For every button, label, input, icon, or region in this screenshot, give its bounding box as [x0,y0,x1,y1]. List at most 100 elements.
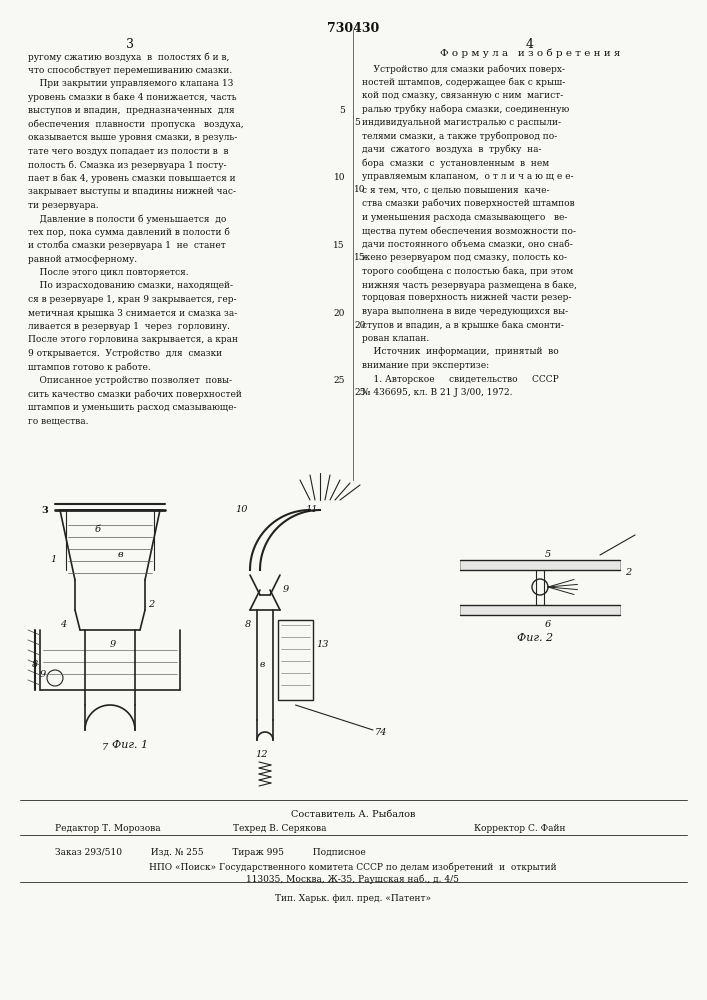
Text: 8: 8 [32,660,38,669]
Text: Составитель А. Рыбалов: Составитель А. Рыбалов [291,810,415,819]
Text: 9: 9 [110,640,116,649]
Bar [460,560,620,570]
Text: 7: 7 [102,743,108,752]
Text: что способствует перемешиванию смазки.: что способствует перемешиванию смазки. [28,66,233,75]
Text: 113035, Москва, Ж-35, Раушская наб., д. 4/5: 113035, Москва, Ж-35, Раушская наб., д. … [247,875,460,884]
Text: 10: 10 [235,505,247,514]
Text: закрывает выступы и впадины нижней час-: закрывает выступы и впадины нижней час- [28,187,236,196]
Text: оказывается выше уровня смазки, в резуль-: оказывается выше уровня смазки, в резуль… [28,133,238,142]
Text: и столба смазки резервуара 1  не  станет: и столба смазки резервуара 1 не станет [28,241,226,250]
Text: жено резервуаром под смазку, полость ко-: жено резервуаром под смазку, полость ко- [362,253,567,262]
Text: нижняя часть резервуара размещена в баке,: нижняя часть резервуара размещена в баке… [362,280,577,290]
Text: Тип. Харьк. фил. пред. «Патент»: Тип. Харьк. фил. пред. «Патент» [275,894,431,903]
Text: ругому сжатию воздуха  в  полостях б и в,: ругому сжатию воздуха в полостях б и в, [28,52,229,62]
Text: Техред В. Серякова: Техред В. Серякова [233,824,327,833]
Text: торого сообщена с полостью бака, при этом: торого сообщена с полостью бака, при это… [362,266,573,276]
Text: 3: 3 [41,506,48,515]
Text: 5: 5 [545,550,551,559]
Text: метичная крышка 3 снимается и смазка за-: метичная крышка 3 снимается и смазка за- [28,308,238,318]
Text: 11: 11 [305,505,317,514]
Text: 12: 12 [256,750,268,759]
Text: телями смазки, а также трубопровод по-: телями смазки, а также трубопровод по- [362,131,557,141]
Text: 15: 15 [354,253,366,262]
Bar [460,605,620,615]
Text: ся в резервуаре 1, кран 9 закрывается, гер-: ся в резервуаре 1, кран 9 закрывается, г… [28,295,237,304]
Text: б: б [95,525,101,534]
Text: 74: 74 [375,728,387,737]
Text: После этого цикл повторяется.: После этого цикл повторяется. [28,268,189,277]
Text: пает в бак 4, уровень смазки повышается и: пает в бак 4, уровень смазки повышается … [28,174,235,183]
Text: уровень смазки в баке 4 понижается, часть: уровень смазки в баке 4 понижается, част… [28,93,237,102]
Text: 9: 9 [283,585,289,594]
Text: 8: 8 [245,620,251,629]
Text: вуара выполнена в виде чередующихся вы-: вуара выполнена в виде чередующихся вы- [362,307,568,316]
Text: 9 открывается.  Устройство  для  смазки: 9 открывается. Устройство для смазки [28,349,222,358]
Text: НПО «Поиск» Государственного комитета СССР по делам изобретений  и  открытий: НПО «Поиск» Государственного комитета СС… [149,862,557,871]
Text: 10: 10 [354,186,366,194]
Text: Фиг. 2: Фиг. 2 [517,633,553,643]
Text: ти резервуара.: ти резервуара. [28,200,98,210]
Text: 20: 20 [354,320,366,330]
Text: индивидуальной магистралью с распыли-: индивидуальной магистралью с распыли- [362,118,561,127]
Text: щества путем обеспечения возможности по-: щества путем обеспечения возможности по- [362,226,576,235]
Text: в: в [260,660,265,669]
Text: управляемым клапаном,  о т л и ч а ю щ е е-: управляемым клапаном, о т л и ч а ю щ е … [362,172,573,181]
Text: 4: 4 [60,620,66,629]
Text: 5: 5 [354,118,360,127]
Text: обеспечения  плавности  пропуска   воздуха,: обеспечения плавности пропуска воздуха, [28,119,244,129]
Text: Источник  информации,  принятый  во: Источник информации, принятый во [362,348,559,357]
Text: Заказ 293/510          Изд. № 255          Тираж 995          Подписное: Заказ 293/510 Изд. № 255 Тираж 995 Подпи… [55,848,366,857]
Text: штампов и уменьшить расход смазывающе-: штампов и уменьшить расход смазывающе- [28,403,237,412]
Text: кой под смазку, связанную с ним  магист-: кой под смазку, связанную с ним магист- [362,91,563,100]
Text: 10: 10 [334,174,345,182]
Text: ства смазки рабочих поверхностей штампов: ства смазки рабочих поверхностей штампов [362,199,575,209]
Text: ностей штампов, содержащее бак с крыш-: ностей штампов, содержащее бак с крыш- [362,78,566,87]
Text: Ф о р м у л а   и з о б р е т е н и я: Ф о р м у л а и з о б р е т е н и я [440,48,620,57]
Text: 15: 15 [334,241,345,250]
Text: ступов и впадин, а в крышке бака смонти-: ступов и впадин, а в крышке бака смонти- [362,320,564,330]
Text: 25: 25 [334,376,345,385]
Text: с я тем, что, с целью повышения  каче-: с я тем, что, с целью повышения каче- [362,186,549,194]
Text: 2: 2 [148,600,154,609]
Text: 2: 2 [625,568,631,577]
Text: 9: 9 [40,670,46,679]
Text: Редактор Т. Морозова: Редактор Т. Морозова [55,824,160,833]
Text: При закрытии управляемого клапана 13: При закрытии управляемого клапана 13 [28,79,233,88]
Text: в: в [118,550,124,559]
Text: го вещества.: го вещества. [28,416,88,426]
Text: бора  смазки  с  установленным  в  нем: бора смазки с установленным в нем [362,158,549,168]
Text: 4: 4 [526,38,534,51]
Text: Устройство для смазки рабочих поверх-: Устройство для смазки рабочих поверх- [362,64,565,74]
Text: дачи постоянного объема смазки, оно снаб-: дачи постоянного объема смазки, оно снаб… [362,239,573,248]
Text: тате чего воздух попадает из полости в  в: тате чего воздух попадает из полости в в [28,146,228,155]
Text: внимание при экспертизе:: внимание при экспертизе: [362,361,489,370]
Text: и уменьшения расхода смазывающего   ве-: и уменьшения расхода смазывающего ве- [362,213,568,222]
Text: 13: 13 [316,640,329,649]
Text: тех пор, пока сумма давлений в полости б: тех пор, пока сумма давлений в полости б [28,228,230,237]
Text: 6: 6 [545,620,551,629]
Text: сить качество смазки рабочих поверхностей: сить качество смазки рабочих поверхносте… [28,389,242,399]
Text: 730430: 730430 [327,22,379,35]
Text: № 436695, кл. В 21 J 3/00, 1972.: № 436695, кл. В 21 J 3/00, 1972. [362,388,513,397]
Text: Описанное устройство позволяет  повы-: Описанное устройство позволяет повы- [28,376,232,385]
Text: По израсходованию смазки, находящей-: По израсходованию смазки, находящей- [28,282,233,290]
Text: 1. Авторское     свидетельство     СССР: 1. Авторское свидетельство СССР [362,374,559,383]
Text: дачи  сжатого  воздуха  в  трубку  на-: дачи сжатого воздуха в трубку на- [362,145,542,154]
Text: Давление в полости б уменьшается  до: Давление в полости б уменьшается до [28,214,226,224]
Text: равной атмосферному.: равной атмосферному. [28,254,137,263]
Text: 1: 1 [50,555,57,564]
Text: 20: 20 [334,308,345,318]
Text: рован клапан.: рован клапан. [362,334,429,343]
Text: 25: 25 [354,388,366,397]
Text: Корректор С. Файн: Корректор С. Файн [474,824,566,833]
Text: полость б. Смазка из резервуара 1 посту-: полость б. Смазка из резервуара 1 посту- [28,160,226,169]
Text: выступов и впадин,  предназначенных  для: выступов и впадин, предназначенных для [28,106,235,115]
Text: Фиг. 1: Фиг. 1 [112,740,148,750]
Text: После этого горловина закрывается, а кран: После этого горловина закрывается, а кра… [28,336,238,344]
Text: торцовая поверхность нижней части резер-: торцовая поверхность нижней части резер- [362,294,571,302]
Text: 3: 3 [126,38,134,51]
Bar [278,620,313,700]
Text: ралью трубку набора смазки, соединенную: ралью трубку набора смазки, соединенную [362,104,569,114]
Text: ливается в резервуар 1  через  горловину.: ливается в резервуар 1 через горловину. [28,322,230,331]
Text: 5: 5 [339,106,345,115]
